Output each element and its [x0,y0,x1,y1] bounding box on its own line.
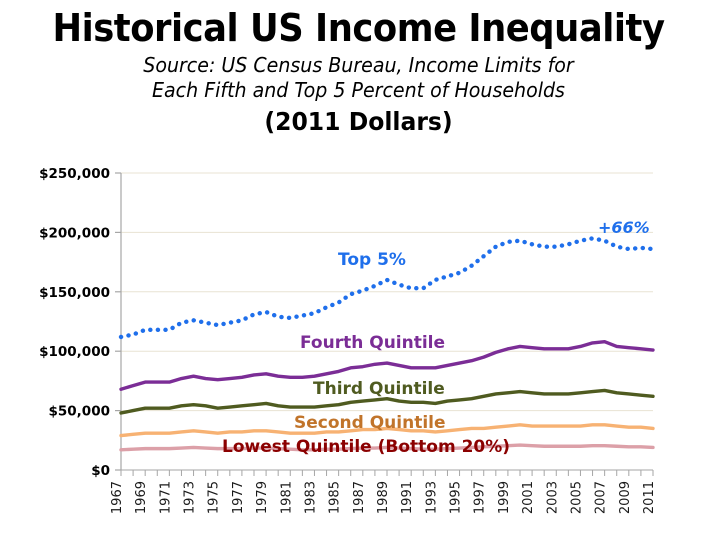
series-label-lowest-quintile: Lowest Quintile (Bottom 20%) [222,437,510,457]
x-tick-label: 2009 [618,481,633,514]
series-label-fourth-quintile: Fourth Quintile [300,333,445,353]
y-tick-label: $250,000 [39,166,110,182]
annotation-top5-growth: +66% [598,218,650,237]
series-lines [118,236,656,452]
series-line [119,443,655,452]
y-tick-label: $50,000 [49,404,111,420]
series-line [119,339,655,391]
x-tick-label: 1979 [255,481,270,514]
x-tick-label: 1991 [400,481,415,514]
x-tick-label: 1993 [424,481,439,514]
series-label-top5: Top 5% [338,250,406,270]
x-tick-label: 1987 [352,481,367,514]
page-title: Historical US Income Inequality [52,6,665,50]
y-axis-labels: $0 $50,000 $100,000 $150,000 $200,000 $250,00… [39,166,110,479]
y-axis-ticks [115,172,121,471]
x-tick-label: 2011 [642,481,657,514]
x-tick-label: 1997 [473,481,488,514]
x-tick-label: 1967 [110,481,125,514]
y-tick-label: $0 [91,463,110,479]
x-tick-label: 1971 [158,481,173,514]
x-tick-label: 2003 [545,481,560,514]
x-tick-label: 1999 [497,481,512,514]
series-label-second-quintile: Second Quintile [294,413,446,433]
y-tick-label: $200,000 [39,225,110,241]
x-tick-label: 1981 [279,481,294,514]
x-tick-label: 1989 [376,481,391,514]
chart-units-label: (2011 Dollars) [264,107,453,136]
x-tick-label: 1975 [207,481,222,514]
x-tick-label: 2005 [569,481,584,514]
x-tick-label: 1995 [449,481,464,514]
x-tick-label: 1983 [303,481,318,514]
series-line [119,423,655,438]
x-tick-label: 1977 [231,481,246,514]
chart-annotations: +66% [598,218,650,237]
y-tick-label: $150,000 [39,285,110,301]
chart-subtitle-line-2: Each Fifth and Top 5 Percent of Househol… [152,78,565,102]
x-tick-label: 2001 [521,481,536,514]
series-line [119,388,655,415]
x-axis-ticks [120,470,654,476]
series-line [118,236,656,340]
series-label-third-quintile: Third Quintile [313,379,445,399]
x-tick-label: 1985 [328,481,343,514]
x-tick-label: 1973 [183,481,198,514]
series-inline-labels: Top 5% Fourth Quintile Third Quintile Secon… [222,250,510,457]
chart-subtitle-line-1: Source: US Census Bureau, Income Limits … [143,53,574,77]
x-axis-labels: 1967 1969 1971 1973 1975 1977 1979 1981 1983 1985… [110,481,657,514]
chart-header: Historical US Income Inequality Source: … [0,0,717,137]
x-tick-label: 2007 [594,481,609,514]
x-tick-label: 1969 [134,481,149,514]
y-tick-label: $100,000 [39,344,110,360]
